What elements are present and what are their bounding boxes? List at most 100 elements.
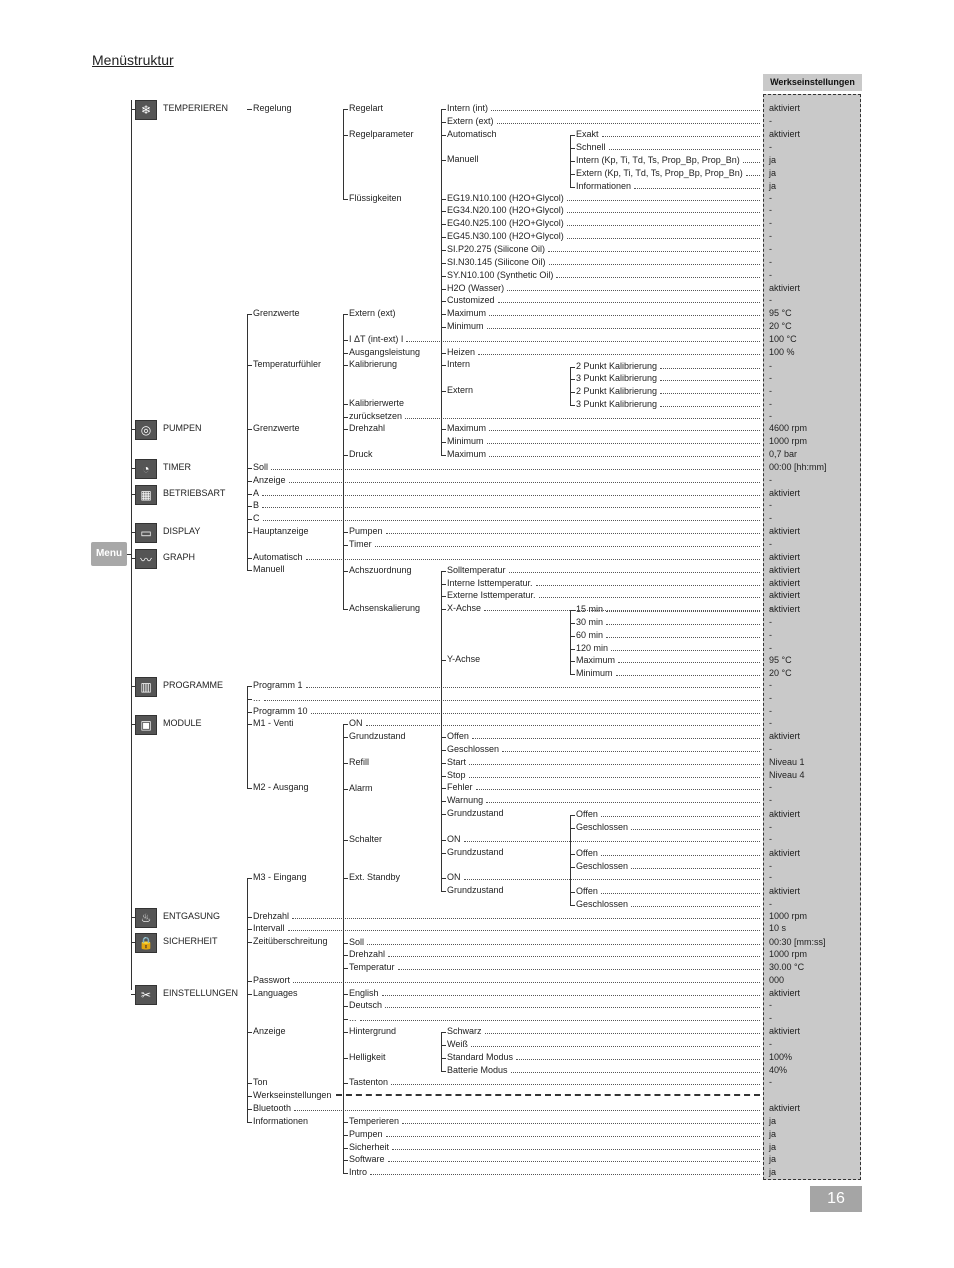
- menu-item[interactable]: Schalter: [349, 834, 383, 844]
- menu-item[interactable]: Externe Isttemperatur.: [447, 590, 536, 600]
- menu-item[interactable]: Ton: [253, 1077, 268, 1087]
- menu-item[interactable]: Zeitüberschreitung: [253, 936, 328, 946]
- menu-item[interactable]: EG34.N20.100 (H2O+Glycol): [447, 205, 564, 215]
- menu-item[interactable]: English: [349, 988, 379, 998]
- menu-item[interactable]: Geschlossen: [576, 822, 629, 832]
- menu-item[interactable]: Programm 1: [253, 680, 303, 690]
- menu-item[interactable]: Drehzahl: [349, 423, 386, 433]
- menu-item[interactable]: Schwarz: [447, 1026, 482, 1036]
- menu-item[interactable]: Minimum: [576, 668, 613, 678]
- menu-item[interactable]: M1 - Venti: [253, 718, 294, 728]
- menu-item[interactable]: Soll: [253, 462, 269, 472]
- menu-item[interactable]: Grundzustand: [349, 731, 406, 741]
- menu-item[interactable]: Intern: [447, 359, 471, 369]
- menu-item[interactable]: SI.N30.145 (Silicone Oil): [447, 257, 546, 267]
- menu-item[interactable]: Achszuordnung: [349, 565, 412, 575]
- menu-item[interactable]: Y-Achse: [447, 654, 481, 664]
- menu-item[interactable]: Refill: [349, 757, 370, 767]
- menu-item[interactable]: Ext. Standby: [349, 872, 401, 882]
- menu-item[interactable]: SI.P20.275 (Silicone Oil): [447, 244, 546, 254]
- menu-item[interactable]: Intern (int): [447, 103, 489, 113]
- menu-item[interactable]: zurücksetzen: [349, 411, 403, 421]
- menu-item[interactable]: EG19.N10.100 (H2O+Glycol): [447, 193, 564, 203]
- menu-item[interactable]: Informationen: [253, 1116, 309, 1126]
- menu-item[interactable]: Geschlossen: [576, 861, 629, 871]
- menu-item[interactable]: Achsenskalierung: [349, 603, 421, 613]
- menu-item[interactable]: Languages: [253, 988, 298, 998]
- menu-item[interactable]: Drehzahl: [349, 949, 386, 959]
- menu-item[interactable]: C: [253, 513, 260, 523]
- menu-item[interactable]: Customized: [447, 295, 495, 305]
- menu-item[interactable]: 2 Punkt Kalibrierung: [576, 386, 658, 396]
- menu-item[interactable]: Drehzahl: [253, 911, 290, 921]
- menu-item[interactable]: Werkseinstellungen: [253, 1090, 332, 1100]
- menu-item[interactable]: Pumpen: [349, 526, 383, 536]
- menu-item[interactable]: 15 min: [576, 604, 604, 614]
- menu-item[interactable]: Regelung: [253, 103, 292, 113]
- menu-item[interactable]: Manuell: [253, 564, 285, 574]
- menu-item[interactable]: Sicherheit: [349, 1142, 390, 1152]
- menu-button[interactable]: Menu: [91, 542, 127, 566]
- menu-item[interactable]: Anzeige: [253, 475, 286, 485]
- menu-item[interactable]: Hauptanzeige: [253, 526, 309, 536]
- menu-item[interactable]: Offen: [576, 848, 598, 858]
- menu-item[interactable]: ...: [253, 693, 261, 703]
- menu-item[interactable]: Geschlossen: [447, 744, 500, 754]
- menu-item[interactable]: Alarm: [349, 783, 373, 793]
- menu-item[interactable]: EG40.N25.100 (H2O+Glycol): [447, 218, 564, 228]
- menu-item[interactable]: Temperaturfühler: [253, 359, 322, 369]
- menu-item[interactable]: Kalibrierwerte: [349, 398, 405, 408]
- menu-item[interactable]: M3 - Eingang: [253, 872, 307, 882]
- menu-item[interactable]: 3 Punkt Kalibrierung: [576, 373, 658, 383]
- menu-item[interactable]: 2 Punkt Kalibrierung: [576, 361, 658, 371]
- menu-item[interactable]: Grenzwerte: [253, 423, 300, 433]
- menu-item[interactable]: Batterie Modus: [447, 1065, 508, 1075]
- menu-item[interactable]: X-Achse: [447, 603, 482, 613]
- menu-item[interactable]: Heizen: [447, 347, 476, 357]
- menu-item[interactable]: Grenzwerte: [253, 308, 300, 318]
- menu-item[interactable]: A: [253, 488, 260, 498]
- menu-item[interactable]: Schnell: [576, 142, 606, 152]
- menu-item[interactable]: Offen: [576, 809, 598, 819]
- menu-item[interactable]: EG45.N30.100 (H2O+Glycol): [447, 231, 564, 241]
- menu-item[interactable]: Soll: [349, 937, 365, 947]
- menu-item[interactable]: Minimum: [447, 321, 484, 331]
- menu-item[interactable]: Maximum: [447, 423, 487, 433]
- menu-item[interactable]: Hintergrund: [349, 1026, 397, 1036]
- menu-item[interactable]: Geschlossen: [576, 899, 629, 909]
- menu-item[interactable]: Automatisch: [253, 552, 303, 562]
- menu-item[interactable]: Maximum: [447, 308, 487, 318]
- menu-item[interactable]: ON: [447, 872, 461, 882]
- menu-item[interactable]: Tastenton: [349, 1077, 389, 1087]
- menu-item[interactable]: Start: [447, 757, 467, 767]
- menu-item[interactable]: Offen: [576, 886, 598, 896]
- menu-item[interactable]: Intervall: [253, 923, 285, 933]
- menu-item[interactable]: Intern (Kp, Ti, Td, Ts, Prop_Bp, Prop_Bn…: [576, 155, 740, 165]
- menu-item[interactable]: Solltemperatur: [447, 565, 506, 575]
- menu-item[interactable]: Warnung: [447, 795, 484, 805]
- menu-item[interactable]: Offen: [447, 731, 469, 741]
- menu-item[interactable]: 3 Punkt Kalibrierung: [576, 399, 658, 409]
- menu-item[interactable]: Programm 10: [253, 706, 308, 716]
- menu-item[interactable]: Stop: [447, 770, 466, 780]
- menu-item[interactable]: 120 min: [576, 643, 609, 653]
- menu-item[interactable]: ON: [447, 834, 461, 844]
- menu-item[interactable]: Grundzustand: [447, 885, 504, 895]
- menu-item[interactable]: H2O (Wasser): [447, 283, 505, 293]
- menu-item[interactable]: Exakt: [576, 129, 599, 139]
- menu-item[interactable]: Weiß: [447, 1039, 468, 1049]
- menu-item[interactable]: Flüssigkeiten: [349, 193, 402, 203]
- menu-item[interactable]: Maximum: [576, 655, 616, 665]
- menu-item[interactable]: Intro: [349, 1167, 368, 1177]
- menu-item[interactable]: Temperatur: [349, 962, 395, 972]
- menu-item[interactable]: Software: [349, 1154, 385, 1164]
- menu-item[interactable]: Automatisch: [447, 129, 497, 139]
- menu-item[interactable]: SY.N10.100 (Synthetic Oil): [447, 270, 554, 280]
- menu-item[interactable]: Minimum: [447, 436, 484, 446]
- menu-item[interactable]: B: [253, 500, 260, 510]
- menu-item[interactable]: Passwort: [253, 975, 291, 985]
- menu-item[interactable]: Extern (Kp, Ti, Td, Ts, Prop_Bp, Prop_Bn…: [576, 168, 743, 178]
- menu-item[interactable]: Temperieren: [349, 1116, 400, 1126]
- menu-item[interactable]: Extern: [447, 385, 474, 395]
- menu-item[interactable]: Deutsch: [349, 1000, 383, 1010]
